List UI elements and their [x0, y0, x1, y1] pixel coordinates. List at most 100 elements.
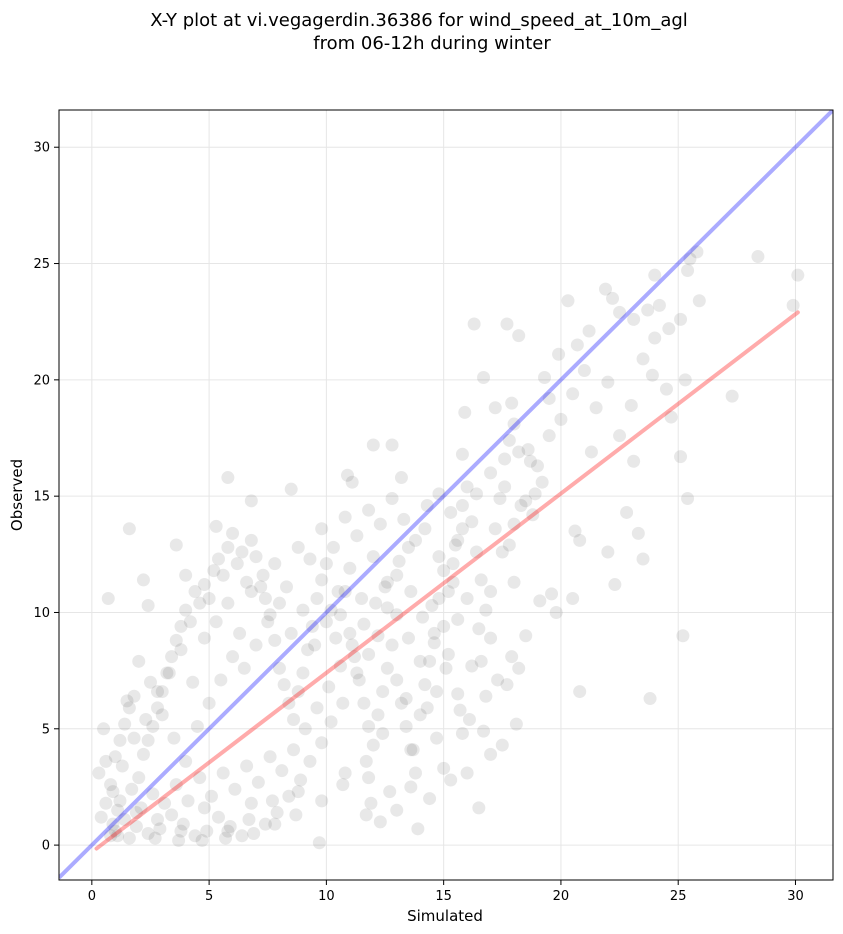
data-point: [413, 654, 427, 668]
data-point: [291, 685, 305, 699]
data-point: [477, 724, 491, 738]
data-point: [312, 836, 326, 850]
data-point: [484, 466, 498, 480]
data-point: [469, 545, 483, 559]
regression-line: [94, 310, 800, 851]
data-point: [125, 782, 139, 796]
data-point: [136, 747, 150, 761]
data-point: [348, 650, 362, 664]
data-point: [568, 524, 582, 538]
data-point: [242, 813, 256, 827]
data-point: [221, 471, 235, 485]
data-point: [275, 764, 289, 778]
data-point: [659, 382, 673, 396]
data-point: [350, 529, 364, 543]
data-point: [303, 754, 317, 768]
data-point: [221, 824, 235, 838]
data-point: [441, 585, 455, 599]
data-point: [397, 512, 411, 526]
data-point: [573, 533, 587, 547]
data-point: [751, 250, 765, 264]
data-point: [371, 708, 385, 722]
data-point: [176, 817, 190, 831]
data-point: [606, 291, 620, 305]
data-point: [315, 522, 329, 536]
data-point: [221, 596, 235, 610]
data-point: [148, 831, 162, 845]
data-point: [249, 550, 263, 564]
data-point: [291, 540, 305, 554]
data-point: [498, 452, 512, 466]
data-point: [92, 766, 106, 780]
data-point: [169, 778, 183, 792]
data-point: [451, 687, 465, 701]
data-point: [561, 294, 575, 308]
data-point: [134, 801, 148, 815]
data-point: [437, 761, 451, 775]
data-point: [99, 754, 113, 768]
identity-line: [59, 110, 833, 880]
data-point: [139, 712, 153, 726]
x-axis-label: Simulated: [407, 907, 483, 925]
data-point: [350, 666, 364, 680]
data-point: [310, 701, 324, 715]
data-point: [111, 803, 125, 817]
data-point: [500, 678, 514, 692]
data-point: [261, 615, 275, 629]
data-point: [315, 794, 329, 808]
data-point: [446, 557, 460, 571]
data-point: [282, 789, 296, 803]
data-point: [120, 694, 134, 708]
data-point: [336, 696, 350, 710]
data-point: [636, 552, 650, 566]
data-point: [268, 633, 282, 647]
y-axis-ticks: 0 5 10 15 20 25 30: [33, 141, 59, 854]
chart-subtitle: from 06-12h during winter: [313, 33, 551, 54]
data-point: [681, 491, 695, 505]
data-point: [362, 719, 376, 733]
data-point: [488, 401, 502, 415]
data-point: [223, 819, 237, 833]
grid-lines: [59, 110, 833, 880]
data-point: [146, 787, 160, 801]
data-point: [681, 264, 695, 278]
data-point: [423, 792, 437, 806]
data-point: [439, 661, 453, 675]
data-point: [458, 405, 472, 419]
data-point: [373, 517, 387, 531]
data-point: [174, 824, 188, 838]
data-point: [554, 412, 568, 426]
data-point: [357, 696, 371, 710]
data-point: [151, 685, 165, 699]
data-point: [512, 329, 526, 343]
data-point: [291, 785, 305, 799]
data-point: [493, 491, 507, 505]
x-tick-label: 0: [88, 889, 96, 904]
x-axis-ticks: 0 5 10 15 20 25 30: [88, 880, 804, 904]
data-point: [345, 638, 359, 652]
data-point: [394, 471, 408, 485]
data-point: [566, 387, 580, 401]
data-point: [101, 592, 115, 606]
data-point: [514, 498, 528, 512]
data-point: [202, 696, 216, 710]
data-point: [469, 487, 483, 501]
data-point: [298, 722, 312, 736]
data-point: [664, 410, 678, 424]
data-point: [284, 482, 298, 496]
y-tick-label: 0: [42, 839, 50, 854]
data-point: [371, 629, 385, 643]
data-point: [631, 526, 645, 540]
data-point: [108, 824, 122, 838]
data-point: [207, 564, 221, 578]
data-point: [211, 552, 225, 566]
data-point: [338, 766, 352, 780]
data-point: [158, 796, 172, 810]
data-point: [662, 322, 676, 336]
data-point: [589, 401, 603, 415]
data-point: [394, 696, 408, 710]
data-point: [582, 324, 596, 338]
data-point: [240, 759, 254, 773]
data-point: [362, 647, 376, 661]
data-point: [366, 438, 380, 452]
